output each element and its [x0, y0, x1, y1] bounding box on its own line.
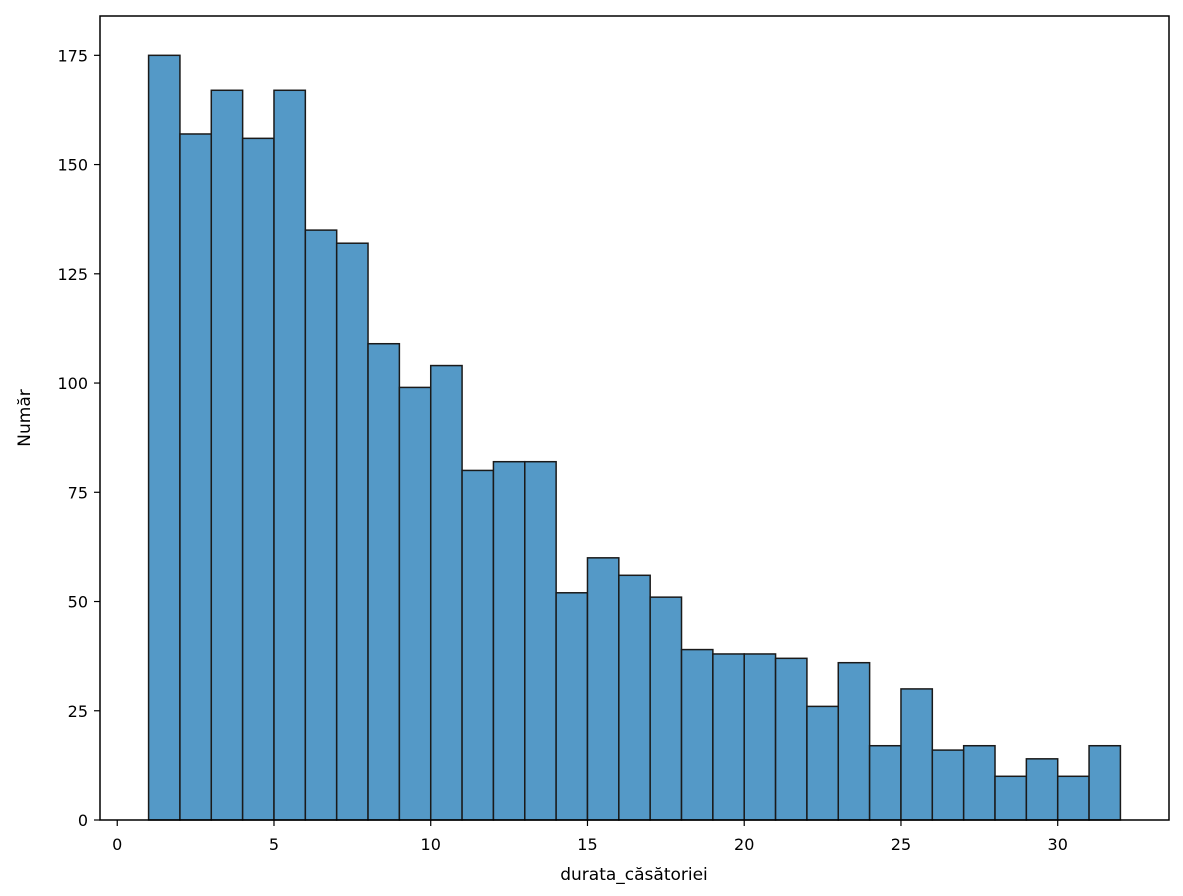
y-tick-label: 175: [57, 46, 88, 65]
x-tick-label: 20: [734, 835, 754, 854]
y-tick-label: 75: [68, 483, 88, 502]
histogram-bar: [1056, 775, 1090, 821]
histogram-bar: [586, 557, 620, 821]
histogram-bar: [461, 469, 495, 821]
histogram-bar: [712, 653, 745, 821]
histogram-bar: [241, 137, 275, 821]
x-tick-label: 0: [112, 835, 122, 854]
histogram-bar: [806, 705, 840, 821]
histogram-bar: [429, 364, 463, 821]
histogram-bar: [1025, 758, 1059, 821]
y-axis-ticks: 0 25 50 75 100 125 150 175: [57, 46, 100, 830]
histogram-bar: [147, 54, 181, 821]
histogram-bar: [1088, 744, 1122, 821]
histogram-bar: [931, 749, 965, 821]
histogram-bar: [524, 460, 557, 821]
histogram-bar: [492, 460, 526, 821]
histogram-bar: [555, 592, 589, 821]
histogram-bar: [398, 386, 432, 821]
x-axis-ticks: 0 5 10 15 20 25 30: [112, 820, 1068, 854]
x-tick-label: 15: [577, 835, 597, 854]
histogram-bar: [994, 775, 1028, 821]
x-axis-label: durata_căsătoriei: [560, 865, 708, 885]
histogram-bar: [774, 657, 808, 821]
histogram-bar: [618, 574, 651, 821]
histogram-bar: [900, 688, 934, 821]
histogram-bar: [210, 89, 244, 821]
y-tick-label: 25: [68, 702, 88, 721]
y-tick-label: 0: [78, 811, 88, 830]
y-tick-label: 100: [57, 374, 88, 393]
x-tick-label: 25: [891, 835, 911, 854]
histogram-bar: [680, 648, 714, 821]
histogram-bar: [743, 653, 777, 821]
plot-frame: [99, 15, 1170, 821]
y-tick-label: 125: [57, 265, 88, 284]
histogram-bar: [837, 661, 871, 821]
x-tick-label: 30: [1048, 835, 1068, 854]
histogram-bar: [179, 133, 213, 821]
histogram-bar: [367, 342, 401, 821]
histogram-bar: [304, 229, 338, 821]
histogram-bar: [868, 744, 902, 821]
histogram-bar: [962, 744, 996, 821]
y-tick-label: 150: [57, 156, 88, 175]
histogram-bar: [335, 242, 369, 821]
y-axis-label: Număr: [15, 389, 35, 446]
y-tick-label: 50: [68, 593, 88, 612]
bars-group: [147, 54, 1122, 821]
histogram-bar: [273, 89, 307, 821]
histogram-bar: [649, 596, 683, 821]
x-tick-label: 10: [421, 835, 441, 854]
x-tick-label: 5: [269, 835, 279, 854]
